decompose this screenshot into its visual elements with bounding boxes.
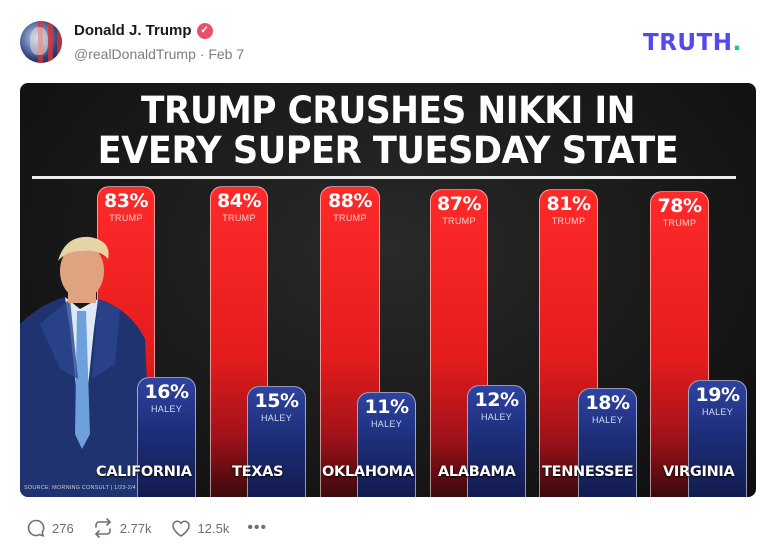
reply-count: 276 [52,520,74,536]
logo-text: TRUTH [643,30,733,56]
bar-haley-tennessee: 18% HALEY [578,388,637,497]
author-name[interactable]: Donald J. Trump ✓ [74,22,213,39]
haley-label: HALEY [591,415,623,425]
trump-pct: 81% [546,193,591,215]
like-button[interactable]: 12.5k [170,518,230,538]
trump-label: TRUMP [222,213,256,223]
trump-pct: 88% [328,190,372,212]
state-label-texas: TEXAS [232,464,284,480]
trump-label: TRUMP [662,218,697,228]
logo-dot: . [732,30,742,56]
state-label-virginia: VIRGINIA [663,464,735,480]
handle-text[interactable]: @realDonaldTrump [74,46,196,62]
trump-label: TRUMP [333,213,367,223]
headline-line-2: EVERY SUPER TUESDAY STATE [97,129,679,172]
trump-pct: 78% [657,195,702,217]
retruth-icon [94,518,111,538]
state-label-california: CALIFORNIA [96,464,192,480]
haley-pct: 12% [474,389,519,411]
reply-button[interactable]: 276 [26,518,74,538]
bar-haley-virginia: 19% HALEY [688,380,747,497]
retruth-count: 2.77k [119,520,152,536]
author-name-text: Donald J. Trump [74,22,192,39]
haley-pct: 11% [364,396,409,418]
state-label-tennessee: TENNESSEE [542,464,634,480]
source-note: SOURCE: MORNING CONSULT | 1/23-2/4 [24,485,136,491]
haley-pct: 18% [585,392,630,414]
bar-haley-oklahoma: 11% HALEY [357,392,416,497]
trump-photo [20,236,152,497]
reply-icon [27,519,45,538]
headline-line-1: TRUMP CRUSHES NIKKI IN [141,89,635,132]
trump-label: TRUMP [109,213,143,223]
haley-pct: 15% [254,390,299,412]
post-image[interactable]: TRUMP CRUSHES NIKKI IN EVERY SUPER TUESD… [20,83,756,497]
trump-pct: 83% [104,190,148,212]
more-options-button[interactable]: ••• [247,520,267,536]
trump-pct: 84% [217,190,261,212]
haley-label: HALEY [701,407,733,417]
truth-logo[interactable]: TRUTH. [643,30,742,56]
bar-haley-california: 16% HALEY [137,377,196,497]
verified-badge-icon: ✓ [196,22,213,39]
more-icon: ••• [247,519,268,536]
haley-label: HALEY [150,404,182,414]
trump-label: TRUMP [442,216,476,226]
post-actions: 276 2.77k 12.5k ••• [26,518,285,538]
like-count: 12.5k [197,520,230,536]
haley-pct: 16% [144,381,189,403]
haley-label: HALEY [480,412,512,422]
state-label-alabama: ALABAMA [438,464,516,480]
avatar[interactable] [20,21,62,63]
heart-icon [171,520,190,537]
trump-label: TRUMP [551,216,586,226]
author-handle: @realDonaldTrump · Feb 7 [74,46,244,62]
haley-pct: 19% [695,384,740,406]
haley-label: HALEY [260,413,292,423]
haley-label: HALEY [370,419,402,429]
state-label-oklahoma: OKLAHOMA [322,464,414,480]
retruth-button[interactable]: 2.77k [92,518,152,538]
bar-haley-texas: 15% HALEY [247,386,306,497]
image-headline: TRUMP CRUSHES NIKKI IN EVERY SUPER TUESD… [20,91,756,171]
bar-haley-alabama: 12% HALEY [467,385,526,497]
trump-pct: 87% [437,193,481,215]
post-date[interactable]: Feb 7 [208,46,245,62]
headline-divider [32,176,736,179]
separator: · [199,46,205,62]
